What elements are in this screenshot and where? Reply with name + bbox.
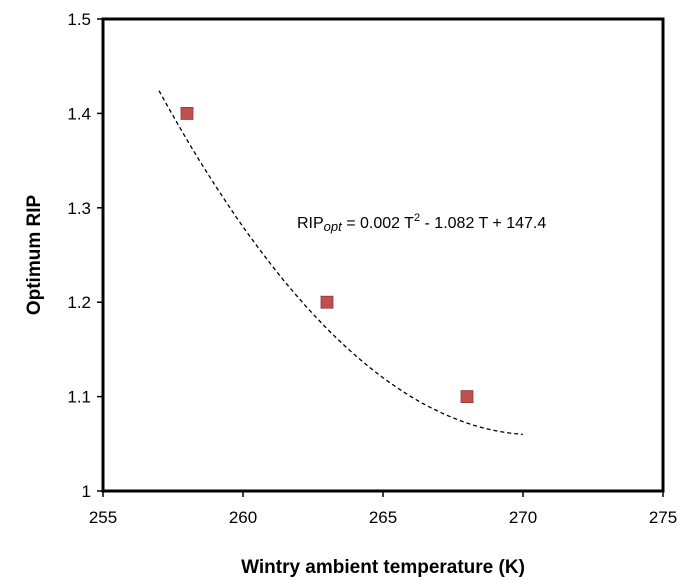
y-tick-label: 1 <box>82 482 91 501</box>
y-tick-label: 1.4 <box>67 104 91 123</box>
trendline <box>158 90 524 436</box>
x-tick-label: 270 <box>509 508 537 527</box>
y-axis-ticks: 1 1.1 1.2 1.3 1.4 1.5 <box>67 10 103 501</box>
x-axis-ticks: 255 260 265 270 275 <box>89 491 677 527</box>
data-point-marker <box>180 107 194 120</box>
data-point-marker <box>460 390 474 404</box>
equation-annotation: RIPopt = 0.002 T2 - 1.082 T + 147.4 <box>297 212 546 234</box>
x-axis-title: Wintry ambient temperature (K) <box>241 557 525 578</box>
plot-area-frame <box>101 17 665 493</box>
x-tick-label: 260 <box>229 508 257 527</box>
x-tick-label: 275 <box>649 508 677 527</box>
data-point-marker <box>320 295 334 309</box>
y-tick-label: 1.5 <box>67 10 91 29</box>
x-tick-label: 265 <box>369 508 397 527</box>
data-points <box>180 107 474 404</box>
x-tick-label: 255 <box>89 508 117 527</box>
y-tick-label: 1.2 <box>67 293 91 312</box>
y-tick-label: 1.1 <box>67 388 91 407</box>
y-tick-label: 1.3 <box>67 199 91 218</box>
y-axis-title: Optimum RIP <box>24 195 45 316</box>
